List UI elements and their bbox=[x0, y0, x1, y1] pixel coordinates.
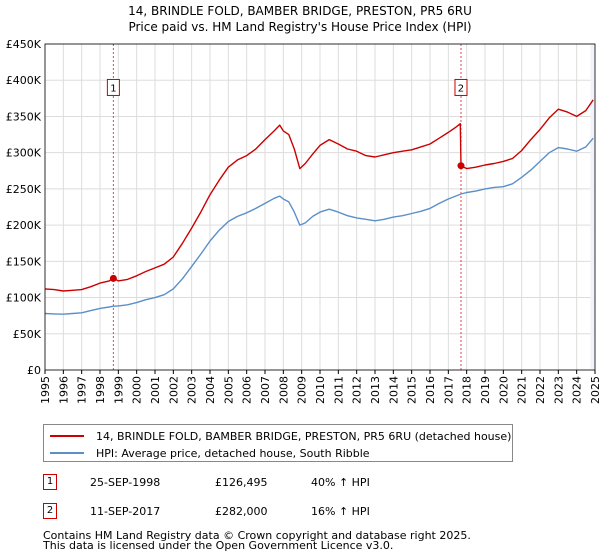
y-tick-label: £100K bbox=[6, 292, 42, 305]
sale-date: 25-SEP-1998 bbox=[90, 476, 161, 489]
legend-item-hpi: HPI: Average price, detached house, Sout… bbox=[50, 445, 370, 461]
x-tick-label: 1997 bbox=[76, 376, 89, 404]
sale-marker-label: 1 bbox=[110, 83, 116, 94]
chart-title-line2: Price paid vs. HM Land Registry's House … bbox=[128, 20, 471, 34]
forecast-shade bbox=[590, 44, 595, 370]
x-tick-label: 2012 bbox=[351, 376, 364, 404]
legend-swatch-hpi bbox=[50, 452, 84, 454]
y-tick-label: £300K bbox=[6, 147, 42, 160]
x-tick-label: 2002 bbox=[167, 376, 180, 404]
series-line bbox=[44, 137, 594, 315]
price-chart: 14, BRINDLE FOLD, BAMBER BRIDGE, PRESTON… bbox=[6, 4, 600, 404]
y-tick-label: £450K bbox=[6, 38, 42, 51]
x-tick-label: 2009 bbox=[296, 376, 309, 404]
x-tick-label: 2017 bbox=[442, 376, 455, 404]
legend-label-property: 14, BRINDLE FOLD, BAMBER BRIDGE, PRESTON… bbox=[96, 429, 512, 443]
legend-swatch-property bbox=[50, 435, 84, 437]
x-tick-label: 2011 bbox=[332, 376, 345, 404]
sale-number-badge: 1 bbox=[43, 474, 57, 490]
chart-title-line1: 14, BRINDLE FOLD, BAMBER BRIDGE, PRESTON… bbox=[128, 4, 472, 18]
axes: £0 £50K £100K £150K £200K £250K £300K £350K £400… bbox=[6, 38, 600, 404]
x-tick-label: 2018 bbox=[461, 376, 474, 404]
x-tick-label: 2016 bbox=[424, 376, 437, 404]
sale-point bbox=[109, 274, 117, 282]
sale-point bbox=[457, 162, 465, 170]
series-line bbox=[44, 99, 594, 292]
series-lines bbox=[44, 99, 594, 315]
legend: 14, BRINDLE FOLD, BAMBER BRIDGE, PRESTON… bbox=[43, 424, 513, 462]
x-tick-label: 2000 bbox=[131, 376, 144, 404]
sale-hpi-change: 16% ↑ HPI bbox=[311, 505, 370, 518]
sale-hpi-change: 40% ↑ HPI bbox=[311, 476, 370, 489]
y-tick-label: £150K bbox=[6, 255, 42, 268]
x-tick-label: 2021 bbox=[516, 376, 529, 404]
x-tick-label: 2013 bbox=[369, 376, 382, 404]
x-tick-label: 2022 bbox=[534, 376, 547, 404]
footer: Contains HM Land Registry data © Crown c… bbox=[43, 529, 471, 552]
sale-row: 1 25-SEP-1998 £126,495 40% ↑ HPI bbox=[43, 474, 583, 492]
sale-marker-label: 2 bbox=[458, 83, 464, 94]
sale-marker-box bbox=[454, 78, 468, 96]
x-tick-label: 2023 bbox=[552, 376, 565, 404]
x-tick-label: 1998 bbox=[94, 376, 107, 404]
y-tick-label: £400K bbox=[6, 74, 42, 87]
sale-row: 2 11-SEP-2017 £282,000 16% ↑ HPI bbox=[43, 503, 583, 521]
x-tick-label: 2005 bbox=[222, 376, 235, 404]
x-tick-label: 2004 bbox=[204, 376, 217, 404]
sale-marker-box bbox=[106, 78, 120, 96]
y-tick-label: £350K bbox=[6, 110, 42, 123]
x-tick-label: 2001 bbox=[149, 376, 162, 404]
footer-copyright: Contains HM Land Registry data © Crown c… bbox=[43, 529, 471, 542]
sale-price: £126,495 bbox=[215, 476, 268, 489]
x-tick-label: 1995 bbox=[39, 376, 52, 404]
x-tick-label: 1996 bbox=[57, 376, 70, 404]
x-tick-label: 2020 bbox=[497, 376, 510, 404]
footer-licence: This data is licensed under the Open Gov… bbox=[43, 539, 394, 552]
y-tick-label: £0 bbox=[27, 364, 41, 377]
sale-number-badge: 2 bbox=[43, 503, 57, 519]
x-tick-label: 2008 bbox=[277, 376, 290, 404]
x-tick-label: 2025 bbox=[589, 376, 600, 404]
plot-border bbox=[44, 43, 596, 371]
x-tick-label: 2014 bbox=[387, 376, 400, 404]
y-tick-label: £50K bbox=[13, 328, 42, 341]
x-tick-label: 2024 bbox=[571, 376, 584, 404]
legend-item-property: 14, BRINDLE FOLD, BAMBER BRIDGE, PRESTON… bbox=[50, 428, 511, 444]
legend-label-hpi: HPI: Average price, detached house, Sout… bbox=[96, 446, 370, 460]
x-tick-label: 1999 bbox=[112, 376, 125, 404]
y-tick-label: £250K bbox=[6, 183, 42, 196]
sale-price: £282,000 bbox=[215, 505, 268, 518]
y-tick-label: £200K bbox=[6, 219, 42, 232]
x-tick-label: 2019 bbox=[479, 376, 492, 404]
x-tick-label: 2003 bbox=[186, 376, 199, 404]
x-tick-label: 2015 bbox=[406, 376, 419, 404]
x-tick-label: 2007 bbox=[259, 376, 272, 404]
sale-date: 11-SEP-2017 bbox=[90, 505, 161, 518]
x-tick-label: 2010 bbox=[314, 376, 327, 404]
x-tick-label: 2006 bbox=[241, 376, 254, 404]
